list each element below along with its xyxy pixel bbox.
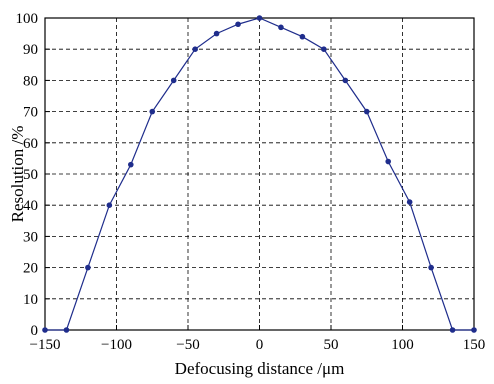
x-tick-label: 0 bbox=[256, 337, 264, 353]
x-tick-label: −150 bbox=[30, 337, 61, 353]
data-point bbox=[149, 108, 156, 115]
y-tick-label: 0 bbox=[31, 323, 39, 339]
y-tick-label: 30 bbox=[23, 229, 38, 245]
y-axis-title: Resolution /% bbox=[8, 126, 27, 223]
data-point bbox=[363, 108, 370, 115]
data-point bbox=[406, 199, 413, 205]
y-tick-label: 60 bbox=[23, 136, 38, 152]
x-tick-label: 100 bbox=[391, 337, 414, 353]
data-point bbox=[85, 264, 91, 271]
data-point bbox=[278, 24, 284, 31]
data-point bbox=[106, 202, 113, 208]
data-point bbox=[63, 327, 70, 333]
data-point bbox=[385, 158, 392, 165]
axis-ticks: −150 −100 −50 0 50 100 150 0 10 20 30 40 50 60 70 80 90 1… bbox=[16, 11, 486, 353]
y-tick-label: 70 bbox=[23, 105, 38, 121]
y-tick-label: 40 bbox=[23, 198, 38, 214]
y-tick-label: 20 bbox=[23, 261, 38, 277]
data-point bbox=[321, 46, 327, 52]
data-point bbox=[128, 161, 134, 168]
x-axis-title: Defocusing distance /μm bbox=[175, 359, 345, 378]
series-layer bbox=[42, 15, 477, 333]
data-point bbox=[213, 30, 220, 37]
x-tick-label: 50 bbox=[324, 337, 339, 353]
data-point bbox=[471, 327, 477, 333]
y-tick-label: 10 bbox=[23, 292, 38, 308]
x-tick-label: −100 bbox=[101, 337, 132, 353]
data-point bbox=[256, 15, 263, 21]
data-point bbox=[299, 33, 306, 40]
x-tick-label: 150 bbox=[463, 337, 486, 353]
data-point bbox=[170, 77, 177, 84]
y-tick-label: 50 bbox=[23, 167, 38, 183]
x-tick-label: −50 bbox=[176, 337, 199, 353]
y-tick-label: 90 bbox=[23, 42, 38, 58]
y-tick-label: 100 bbox=[16, 11, 39, 27]
data-point bbox=[192, 46, 198, 52]
data-point bbox=[235, 21, 241, 28]
data-point bbox=[428, 264, 434, 271]
y-tick-label: 80 bbox=[23, 73, 38, 89]
data-point bbox=[42, 327, 48, 333]
data-point bbox=[342, 77, 349, 84]
data-point bbox=[449, 327, 456, 333]
grid-lines bbox=[45, 18, 474, 330]
